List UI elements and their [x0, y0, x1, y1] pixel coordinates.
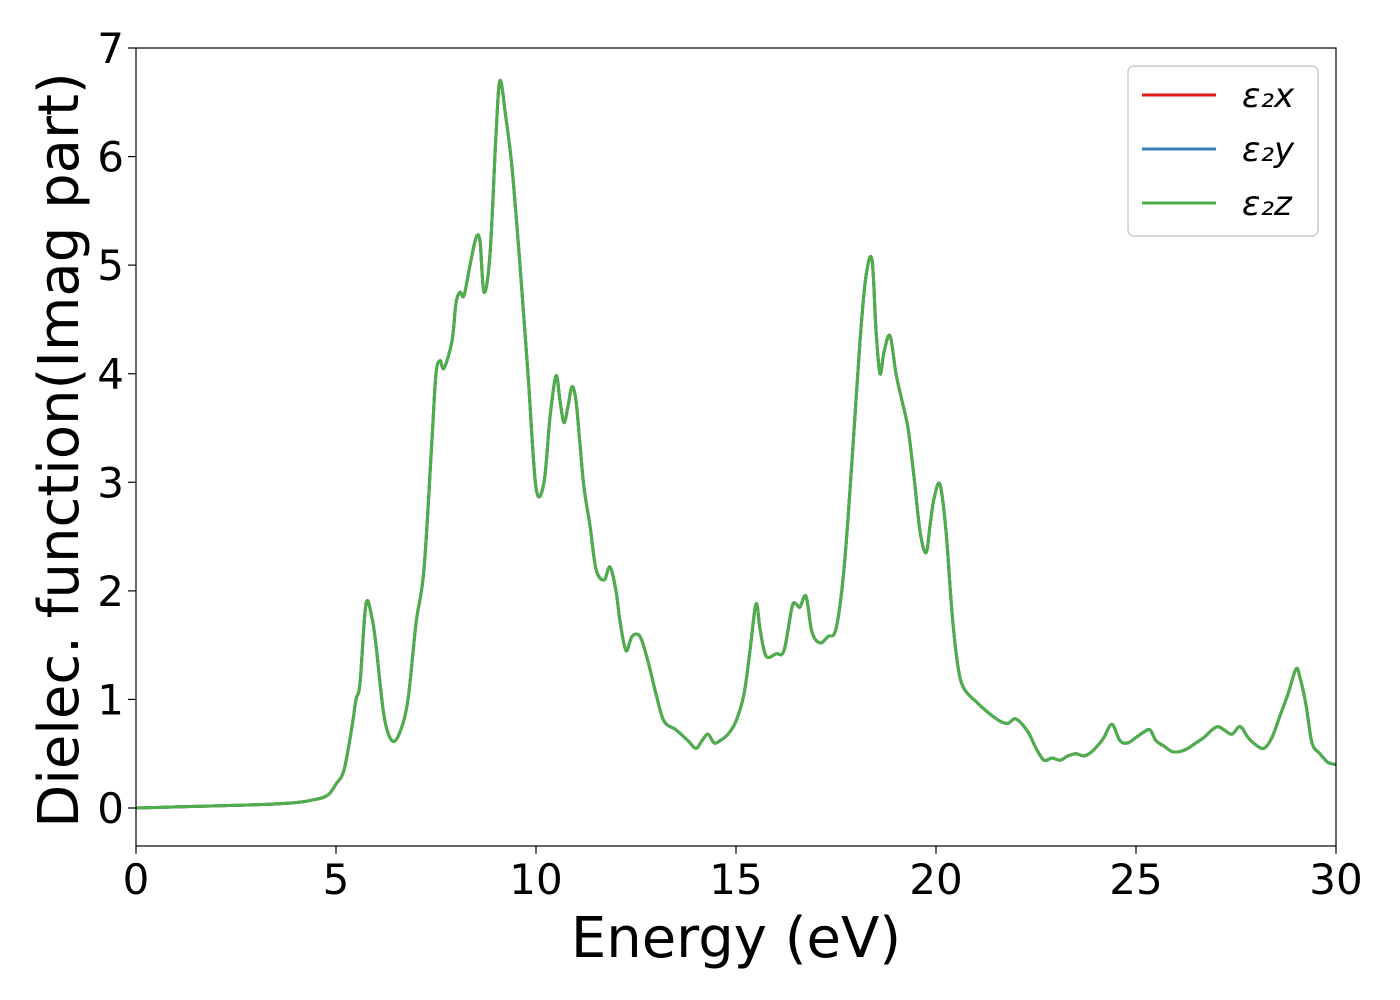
x-tick-label: 0 — [123, 855, 150, 904]
x-tick-label: 30 — [1309, 855, 1362, 904]
series-line-e2z — [135, 79, 1337, 810]
y-tick-label: 1 — [97, 675, 124, 724]
x-tick-label: 15 — [709, 855, 762, 904]
y-tick-label: 5 — [97, 241, 124, 290]
y-axis-ticks: 0 1 2 3 4 5 6 7 — [97, 24, 136, 833]
legend-label: ε₂z — [1242, 184, 1293, 224]
x-tick-label: 5 — [323, 855, 350, 904]
y-tick-label: 3 — [97, 458, 124, 507]
y-tick-label: 2 — [97, 567, 124, 616]
y-tick-label: 6 — [97, 133, 124, 182]
x-tick-label: 10 — [509, 855, 562, 904]
series-lines — [135, 79, 1337, 810]
y-tick-label: 7 — [97, 24, 124, 73]
legend-label: ε₂x — [1242, 76, 1295, 116]
legend-box — [1127, 65, 1319, 237]
x-axis-label: Energy (eV) — [571, 906, 901, 971]
x-tick-label: 25 — [1109, 855, 1162, 904]
legend: ε₂x ε₂y ε₂z — [1127, 65, 1319, 237]
y-axis-label: Dielec. function(Imag part) — [27, 72, 92, 828]
x-axis-ticks: 0 5 10 15 20 25 30 — [123, 846, 1363, 904]
y-tick-label: 4 — [97, 350, 124, 399]
x-tick-label: 20 — [909, 855, 962, 904]
y-tick-label: 0 — [97, 784, 124, 833]
legend-label: ε₂y — [1242, 130, 1295, 170]
